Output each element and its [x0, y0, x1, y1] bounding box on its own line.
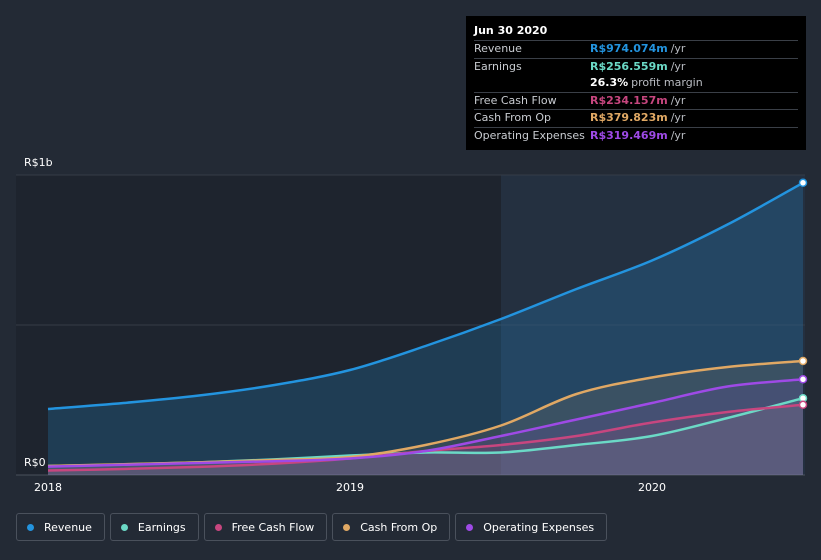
- free-cash-flow-endpoint: [798, 400, 808, 410]
- legend-item-free-cash-flow[interactable]: Free Cash Flow: [203, 513, 328, 541]
- legend-dot-icon: [120, 523, 128, 531]
- y-tick-label: R$1b: [24, 156, 53, 169]
- y-tick-label: R$0: [24, 456, 46, 469]
- earnings-area: [48, 398, 803, 475]
- legend-label: Revenue: [44, 520, 92, 534]
- tooltip-row: Revenue R$974.074m/yr: [474, 40, 798, 58]
- tooltip-row-label: Cash From Op: [474, 111, 552, 125]
- tooltip-row-unit: profit margin: [631, 76, 703, 90]
- x-tick-label: 2020: [638, 481, 666, 494]
- tooltip: Jun 30 2020 Revenue R$974.074m/yr Earnings…: [466, 16, 806, 150]
- tooltip-row-label: Operating Expenses: [474, 128, 585, 142]
- chart: R$0 R$1b 2018 2019 2020: [16, 156, 808, 494]
- tooltip-row-label: Revenue: [474, 42, 522, 55]
- legend-label: Operating Expenses: [483, 520, 595, 534]
- legend-item-earnings[interactable]: Earnings: [109, 513, 199, 541]
- cash-from-op-endpoint: [798, 356, 808, 366]
- x-tick-label: 2019: [336, 481, 364, 494]
- cash-from-op-area: [48, 361, 803, 475]
- legend-dot-icon: [466, 523, 474, 531]
- operating-expenses-endpoint: [798, 375, 808, 384]
- tooltip-row: 26.3% profit margin: [474, 75, 798, 92]
- tooltip-date: Jun 30 2020: [474, 24, 548, 37]
- tooltip-row-value: R$319.469m: [590, 128, 668, 142]
- tooltip-row-unit: /yr: [670, 111, 686, 125]
- tooltip-row: Operating Expenses R$319.469m/yr: [474, 126, 798, 145]
- legend-dot-icon: [343, 523, 351, 531]
- tooltip-row-label: Free Cash Flow: [474, 93, 557, 107]
- revenue-line: [47, 181, 804, 411]
- tooltip-row-unit: /yr: [670, 42, 686, 55]
- legend-item-cash-from-op[interactable]: Cash From Op: [332, 513, 451, 541]
- operating-expenses-area: [48, 379, 803, 475]
- legend-item-operating-expenses[interactable]: Operating Expenses: [455, 513, 608, 541]
- tooltip-row-label: Earnings: [474, 59, 522, 73]
- legend-label: Earnings: [137, 520, 186, 534]
- legend-label: Cash From Op: [360, 520, 438, 534]
- tooltip-row-value: R$256.559m: [590, 59, 668, 73]
- x-tick-label: 2018: [34, 481, 62, 494]
- legend-item-revenue[interactable]: Revenue: [16, 513, 105, 541]
- tooltip-row-value: 26.3%: [590, 76, 629, 90]
- tooltip-row: Earnings R$256.559m/yr: [474, 57, 798, 76]
- tooltip-row-value: R$974.074m: [590, 42, 668, 55]
- operating-expenses-line: [47, 378, 804, 468]
- tooltip-row-unit: /yr: [670, 93, 686, 107]
- tooltip-row: Cash From Op R$379.823m/yr: [474, 109, 798, 127]
- tooltip-row: Free Cash Flow R$234.157m/yr: [474, 91, 798, 110]
- tooltip-row-unit: /yr: [670, 128, 686, 142]
- legend: Revenue Earnings Free Cash Flow Cash From O…: [16, 513, 608, 541]
- free-cash-flow-area: [48, 404, 803, 475]
- tooltip-row-label: [474, 75, 590, 92]
- revenue-endpoint: [798, 178, 808, 188]
- legend-label: Free Cash Flow: [231, 520, 315, 534]
- legend-dot-icon: [27, 523, 34, 531]
- tooltip-row-unit: /yr: [670, 59, 686, 73]
- tooltip-row-value: R$379.823m: [590, 111, 668, 125]
- revenue-area: [48, 182, 803, 476]
- tooltip-row-value: R$234.157m: [590, 93, 668, 107]
- legend-dot-icon: [214, 523, 222, 531]
